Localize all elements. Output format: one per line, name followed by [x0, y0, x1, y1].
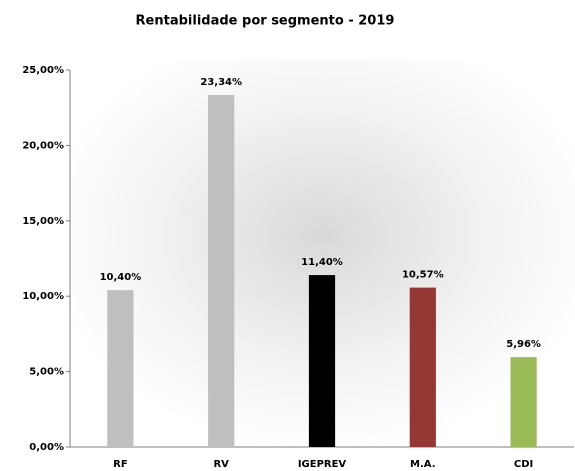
x-tick-label: RV: [213, 459, 229, 470]
data-label: 23,34%: [200, 77, 242, 88]
data-label: 11,40%: [301, 257, 343, 268]
data-label: 5,96%: [506, 339, 541, 350]
bar: [510, 357, 537, 447]
bar: [107, 290, 134, 447]
y-tick-label: 20,00%: [22, 140, 64, 151]
x-tick-label: IGEPREV: [298, 459, 347, 470]
x-tick-label: M.A.: [410, 459, 435, 470]
x-tick-label: CDI: [514, 459, 533, 470]
y-tick-label: 10,00%: [22, 291, 64, 302]
y-tick-label: 15,00%: [22, 216, 64, 227]
data-label: 10,57%: [402, 270, 444, 281]
chart-title: Rentabilidade por segmento - 2019: [136, 14, 395, 29]
bar: [409, 287, 436, 447]
bar: [308, 275, 336, 447]
y-tick-label: 25,00%: [22, 65, 64, 76]
bar: [208, 95, 235, 447]
y-tick-label: 5,00%: [29, 367, 64, 378]
y-tick-label: 0,00%: [29, 442, 64, 453]
data-label: 10,40%: [100, 272, 142, 283]
x-tick-label: RF: [113, 459, 128, 470]
